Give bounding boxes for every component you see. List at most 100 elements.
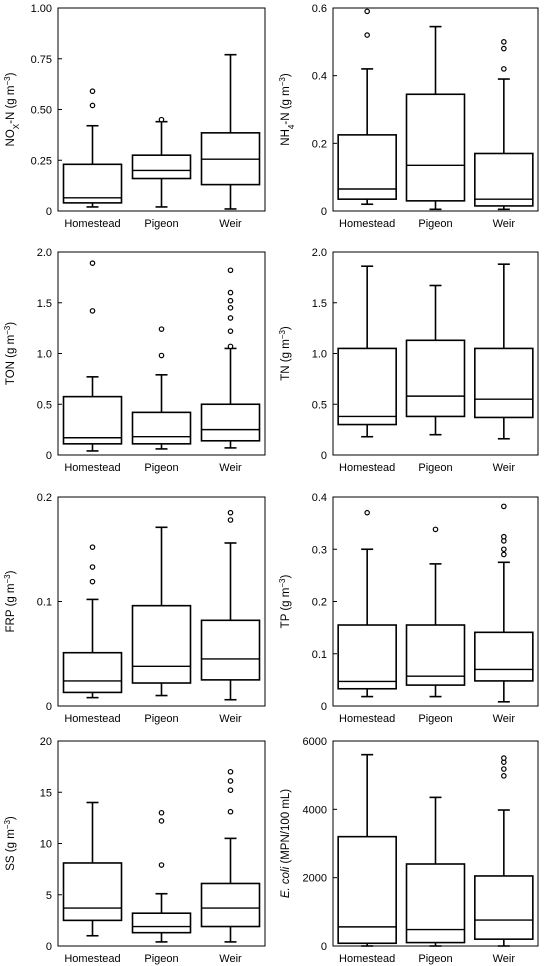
- outlier-point: [227, 315, 234, 321]
- x-category-label: Pigeon: [144, 218, 178, 230]
- chart-panel-2: 0 0.2 0.4 0.6 Homestead Pigeon Weir NH4-N (g m−…: [278, 3, 539, 230]
- x-category-label: Homestead: [64, 713, 120, 725]
- x-category-label: Weir: [493, 953, 516, 965]
- box-weir: [200, 768, 261, 943]
- y-tick-label: 15: [40, 787, 52, 799]
- outlier-point: [227, 343, 234, 350]
- x-category-label: Homestead: [64, 218, 120, 230]
- y-tick-label: 0.50: [31, 105, 52, 117]
- outlier-point: [501, 551, 507, 558]
- outlier-point: [501, 533, 507, 540]
- y-tick-label: 5: [46, 890, 52, 902]
- chart-panel-4: 0 0.5 1.0 1.5 2.0 Homestead Pigeon Weir TN (g m−…: [278, 247, 539, 474]
- y-tick-label: 1.5: [312, 298, 327, 310]
- y-tick-label: 0.25: [31, 155, 52, 167]
- y-tick-label: 0.75: [31, 54, 52, 66]
- outlier-point: [89, 578, 96, 585]
- y-tick-label: 1.0: [312, 349, 327, 361]
- iqr-box: [62, 651, 123, 694]
- outlier-point: [227, 267, 234, 274]
- box-homestead: [337, 265, 397, 438]
- y-tick-label: 0.4: [312, 492, 327, 504]
- y-axis-title: NOX-N (g m−3): [3, 72, 21, 146]
- box-homestead: [337, 8, 397, 206]
- outlier-point: [158, 862, 165, 868]
- x-category-label: Weir: [219, 218, 242, 230]
- y-tick-label: 0: [46, 450, 52, 462]
- x-category-label: Weir: [493, 218, 516, 230]
- outlier-point: [158, 352, 165, 359]
- box-weir: [474, 755, 534, 947]
- y-axis-title: TON (g m−3): [3, 322, 18, 385]
- x-category-label: Weir: [219, 713, 242, 725]
- outlier-point: [501, 546, 507, 553]
- outlier-point: [158, 326, 165, 332]
- iqr-box: [405, 339, 466, 418]
- iqr-box: [200, 882, 261, 928]
- x-category-label: Homestead: [339, 462, 395, 474]
- x-category-label: Homestead: [339, 953, 395, 965]
- iqr-box: [62, 862, 123, 922]
- box-pigeon: [131, 326, 192, 450]
- outlier-point: [432, 526, 439, 533]
- x-category-label: Homestead: [339, 713, 395, 725]
- outlier-point: [227, 328, 234, 334]
- outlier-point: [227, 778, 234, 784]
- iqr-box: [131, 604, 192, 684]
- outlier-point: [89, 544, 96, 550]
- iqr-box: [200, 403, 261, 442]
- outlier-point: [364, 32, 370, 38]
- box-homestead: [62, 260, 123, 452]
- box-weir: [200, 267, 261, 449]
- outlier-point: [227, 297, 234, 304]
- box-weir: [474, 39, 534, 211]
- box-weir: [474, 263, 534, 440]
- outlier-point: [501, 39, 507, 45]
- outlier-point: [227, 509, 234, 516]
- iqr-box: [405, 863, 466, 944]
- y-tick-label: 1.00: [31, 3, 52, 15]
- box-pigeon: [405, 284, 466, 436]
- x-category-label: Pigeon: [418, 713, 452, 725]
- box-homestead: [337, 509, 397, 698]
- outlier-point: [501, 773, 507, 779]
- y-tick-label: 2000: [303, 873, 327, 885]
- iqr-box: [62, 163, 123, 204]
- outlier-point: [158, 809, 165, 816]
- y-tick-label: 0: [321, 701, 327, 713]
- chart-panel-7: 0 5 10 15 20 Homestead Pigeon Weir SS (g m−3): [3, 736, 266, 965]
- iqr-box: [405, 624, 466, 686]
- box-pigeon: [405, 796, 466, 947]
- y-axis-title: TN (g m−3): [278, 326, 293, 381]
- y-tick-label: 0: [46, 206, 52, 218]
- outlier-point: [89, 260, 96, 266]
- y-tick-label: 0.1: [312, 649, 327, 661]
- box-weir: [474, 503, 534, 703]
- chart-panel-5: 0 0.1 0.2 Homestead Pigeon Weir FRP (g m−3): [3, 492, 266, 725]
- box-weir: [200, 53, 261, 210]
- x-category-label: Homestead: [339, 218, 395, 230]
- iqr-box: [474, 631, 534, 682]
- outlier-point: [227, 768, 234, 775]
- iqr-box: [131, 411, 192, 445]
- box-homestead: [62, 88, 123, 208]
- y-tick-label: 1.0: [37, 349, 52, 361]
- y-tick-label: 0: [46, 701, 52, 713]
- x-category-label: Pigeon: [144, 953, 178, 965]
- iqr-box: [131, 912, 192, 934]
- iqr-box: [474, 347, 534, 419]
- y-axis-title: TP (g m−3): [278, 575, 293, 629]
- y-tick-label: 0.3: [312, 544, 327, 556]
- y-tick-label: 2.0: [312, 247, 327, 259]
- outlier-point: [227, 305, 234, 311]
- chart-panel-1: 0 0.25 0.50 0.75 1.00 Homestead Pigeon Weir NOX-…: [3, 3, 266, 230]
- y-axis-title: E. coli (MPN/100 mL): [280, 789, 292, 898]
- outlier-point: [501, 503, 507, 510]
- outlier-point: [89, 102, 96, 109]
- box-pigeon: [405, 25, 466, 211]
- y-tick-label: 20: [40, 736, 52, 748]
- plot-frame: [332, 7, 539, 212]
- x-category-label: Pigeon: [144, 713, 178, 725]
- outlier-point: [89, 564, 96, 570]
